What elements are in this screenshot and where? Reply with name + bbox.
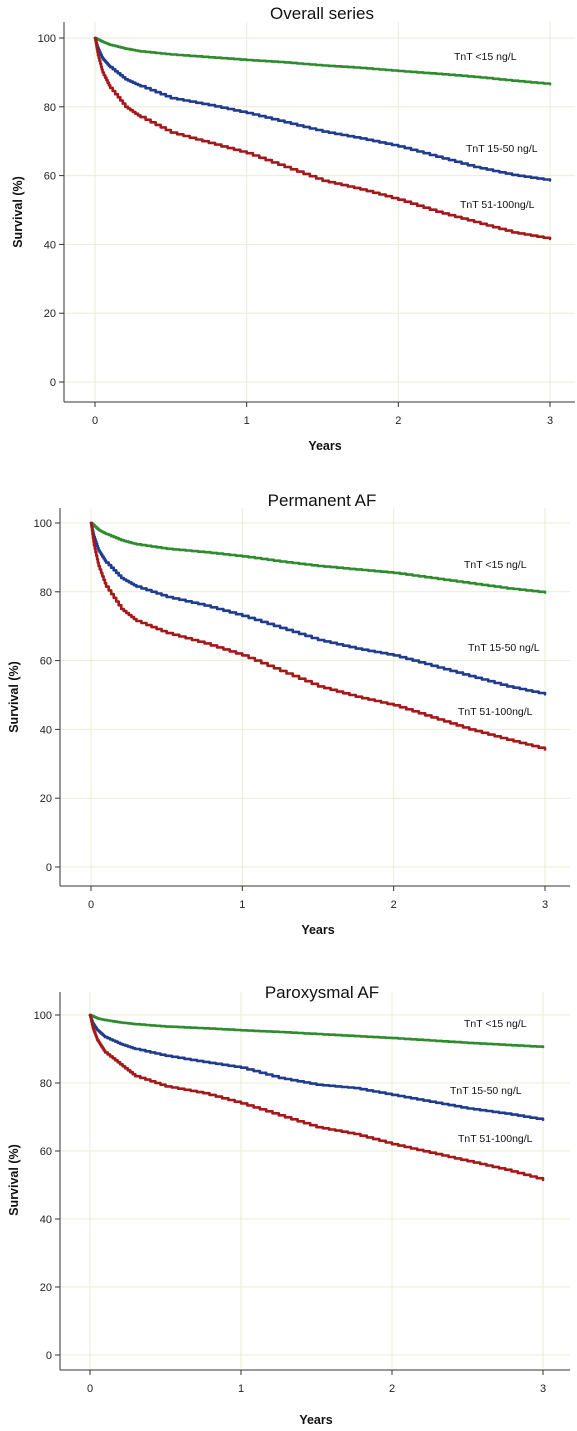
x-tick-label: 2 bbox=[389, 1383, 395, 1395]
series-line-2 bbox=[89, 521, 547, 696]
chart-title: Paroxysmal AF bbox=[265, 983, 379, 1002]
series-line-2 bbox=[93, 36, 552, 182]
chart-panel-2: Permanent AF 0 20 40 60 80 100 0 1 2 3 Survival (%)… bbox=[7, 491, 570, 937]
x-tick-label: 1 bbox=[244, 415, 250, 427]
x-tick-label: 2 bbox=[391, 899, 397, 911]
chart-title: Overall series bbox=[270, 4, 374, 23]
x-tick-label: 1 bbox=[239, 899, 245, 911]
x-tick-label: 3 bbox=[547, 415, 553, 427]
curve-label-1: TnT <15 ng/L bbox=[464, 559, 527, 571]
y-axis-label: Survival (%) bbox=[7, 1144, 21, 1216]
x-tick-label: 1 bbox=[238, 1383, 244, 1395]
y-tick-label: 100 bbox=[38, 33, 56, 45]
x-tick-label: 0 bbox=[87, 1383, 93, 1395]
y-tick-label: 80 bbox=[44, 102, 56, 114]
y-tick-label: 40 bbox=[40, 724, 52, 736]
x-axis-label: Years bbox=[299, 1413, 332, 1427]
y-tick-label: 60 bbox=[40, 1146, 52, 1158]
y-tick-label: 20 bbox=[40, 793, 52, 805]
y-axis-label: Survival (%) bbox=[11, 176, 25, 248]
y-tick-label: 60 bbox=[44, 171, 56, 183]
series-line-3 bbox=[88, 1013, 545, 1182]
series-line-1 bbox=[88, 1013, 545, 1049]
chart-panel-3: Paroxysmal AF 0 20 40 60 80 100 0 1 2 3 Survival (%… bbox=[7, 983, 570, 1427]
curve-label-3: TnT 51-100ng/L bbox=[458, 706, 533, 718]
x-tick-label: 3 bbox=[540, 1383, 546, 1395]
curve-label-2: TnT 15-50 ng/L bbox=[466, 143, 538, 155]
curve-label-1: TnT <15 ng/L bbox=[454, 51, 517, 63]
curve-label-1: TnT <15 ng/L bbox=[464, 1018, 527, 1030]
y-axis-label: Survival (%) bbox=[7, 661, 21, 733]
series-line-2 bbox=[88, 1013, 545, 1121]
series-line-1 bbox=[93, 36, 552, 86]
y-tick-label: 20 bbox=[40, 1282, 52, 1294]
y-tick-label: 100 bbox=[34, 518, 52, 530]
x-tick-label: 0 bbox=[92, 415, 98, 427]
y-tick-label: 40 bbox=[44, 239, 56, 251]
series-line-1 bbox=[89, 521, 547, 594]
y-tick-label: 0 bbox=[46, 1350, 52, 1362]
curve-label-3: TnT 51-100ng/L bbox=[458, 1133, 533, 1145]
y-tick-label: 80 bbox=[40, 587, 52, 599]
series-line-3 bbox=[93, 36, 552, 241]
y-tick-label: 0 bbox=[46, 862, 52, 874]
y-tick-label: 40 bbox=[40, 1214, 52, 1226]
y-tick-label: 80 bbox=[40, 1078, 52, 1090]
curve-label-3: TnT 51-100ng/L bbox=[460, 199, 535, 211]
y-tick-label: 0 bbox=[50, 377, 56, 389]
curve-label-2: TnT 15-50 ng/L bbox=[468, 642, 540, 654]
x-axis-label: Years bbox=[308, 439, 341, 453]
chart-panel-1: Overall series 0 20 40 60 80 100 0 1 2 3 Survival (… bbox=[11, 4, 575, 453]
y-tick-label: 60 bbox=[40, 656, 52, 668]
x-tick-label: 3 bbox=[542, 899, 548, 911]
y-tick-label: 100 bbox=[34, 1010, 52, 1022]
series-line-3 bbox=[89, 521, 547, 751]
chart-title: Permanent AF bbox=[268, 491, 377, 510]
curve-label-2: TnT 15-50 ng/L bbox=[450, 1085, 522, 1097]
x-tick-label: 0 bbox=[88, 899, 94, 911]
x-tick-label: 2 bbox=[395, 415, 401, 427]
x-axis-label: Years bbox=[301, 923, 334, 937]
y-tick-label: 20 bbox=[44, 308, 56, 320]
